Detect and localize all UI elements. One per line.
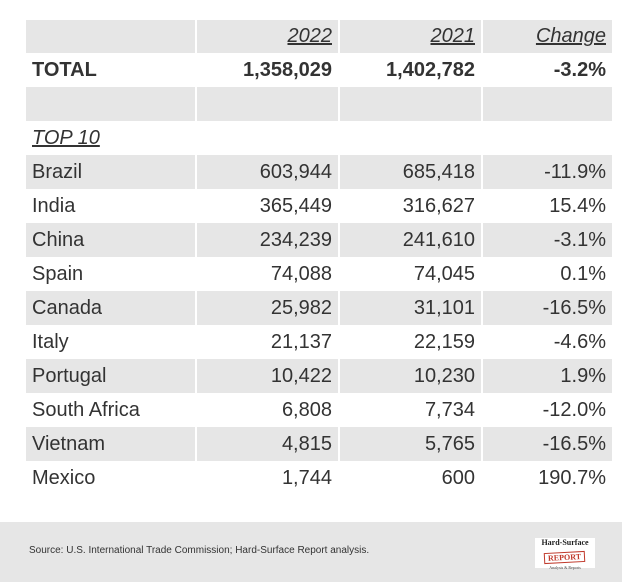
- value-2022-cell: 234,239: [197, 223, 340, 257]
- value-2022-cell: 603,944: [197, 155, 340, 189]
- value-2021-cell: 316,627: [340, 189, 483, 223]
- table-row: India 365,449 316,627 15.4%: [26, 189, 612, 223]
- change-cell: -11.9%: [483, 155, 612, 189]
- logo-line3: Analysis & Reports: [549, 565, 581, 570]
- value-2021-cell: 22,159: [340, 325, 483, 359]
- logo-line2: REPORT: [544, 550, 586, 565]
- country-cell: Vietnam: [26, 427, 197, 461]
- change-cell: 1.9%: [483, 359, 612, 393]
- value-2022-cell: 25,982: [197, 291, 340, 325]
- country-cell: China: [26, 223, 197, 257]
- change-cell: -12.0%: [542, 398, 606, 421]
- spacer-cell: [483, 87, 612, 121]
- spacer-cell: [26, 87, 197, 121]
- spacer-cell: [340, 87, 483, 121]
- value-2021-cell: 74,045: [340, 257, 483, 291]
- hard-surface-report-logo: Hard-Surface REPORT Analysis & Reports: [535, 538, 595, 570]
- table-row: Brazil 603,944 685,418 -11.9%: [26, 155, 612, 189]
- country-cell: Italy: [26, 325, 197, 359]
- value-2021-cell: 10,230: [340, 359, 483, 393]
- change-cell: 15.4%: [549, 194, 606, 217]
- country-cell: Canada: [26, 291, 197, 325]
- value-2022-cell: 10,422: [197, 359, 340, 393]
- change-cell: -3.1%: [483, 223, 612, 257]
- value-2022-cell: 74,088: [197, 257, 340, 291]
- header-row: 2022 2021 Change: [26, 20, 612, 53]
- table-row: China 234,239 241,610 -3.1%: [26, 223, 612, 257]
- change-cell: -16.5%: [483, 427, 612, 461]
- value-2021-cell: 685,418: [340, 155, 483, 189]
- country-cell: India: [26, 189, 197, 223]
- table-row: Vietnam 4,815 5,765 -16.5%: [26, 427, 612, 461]
- value-2021-cell: 5,765: [340, 427, 483, 461]
- footer: Source: U.S. International Trade Commiss…: [0, 522, 622, 582]
- value-2022-cell: 4,815: [197, 427, 340, 461]
- table-row: Italy 21,137 22,159 -4.6%: [26, 325, 612, 359]
- country-cell: Mexico: [26, 461, 197, 495]
- total-2021: 1,402,782: [340, 53, 483, 87]
- table-row: Portugal 10,422 10,230 1.9%: [26, 359, 612, 393]
- empty-cell: [197, 121, 340, 155]
- country-cell: South Africa: [26, 393, 197, 427]
- value-2022-cell: 1,744: [197, 461, 340, 495]
- section-label: TOP 10: [26, 121, 197, 155]
- data-table: 2022 2021 Change TOTAL 1,358,029 1,402,7…: [26, 20, 612, 495]
- spacer-row: [26, 87, 612, 121]
- change-cell: -16.5%: [483, 291, 612, 325]
- table-row: Spain 74,088 74,045 0.1%: [26, 257, 612, 291]
- value-2022-cell: 6,808: [197, 393, 340, 427]
- total-row: TOTAL 1,358,029 1,402,782 -3.2%: [26, 53, 612, 87]
- header-2021: 2021: [340, 20, 483, 53]
- logo-line1: Hard-Surface: [541, 538, 589, 547]
- table-row: Mexico 1,744 600 190.7%: [26, 461, 612, 495]
- value-2021-cell: 7,734: [340, 393, 483, 427]
- table-row: Canada 25,982 31,101 -16.5%: [26, 291, 612, 325]
- value-2021-cell: 31,101: [340, 291, 483, 325]
- value-2022-cell: 21,137: [197, 325, 340, 359]
- header-change: Change: [483, 20, 612, 53]
- total-change: -3.2%: [553, 58, 606, 81]
- value-2021-cell: 241,610: [340, 223, 483, 257]
- total-label: TOTAL: [26, 53, 197, 87]
- source-note: Source: U.S. International Trade Commiss…: [29, 545, 370, 556]
- change-cell: 0.1%: [560, 262, 606, 285]
- empty-cell: [483, 121, 612, 155]
- table-row: South Africa 6,808 7,734 -12.0%: [26, 393, 612, 427]
- country-cell: Portugal: [26, 359, 197, 393]
- total-2022: 1,358,029: [197, 53, 340, 87]
- spacer-cell: [197, 87, 340, 121]
- header-2022: 2022: [197, 20, 340, 53]
- empty-cell: [340, 121, 483, 155]
- country-cell: Spain: [26, 257, 197, 291]
- value-2022-cell: 365,449: [197, 189, 340, 223]
- value-2021-cell: 600: [340, 461, 483, 495]
- country-cell: Brazil: [26, 155, 197, 189]
- section-row: TOP 10: [26, 121, 612, 155]
- change-cell: -4.6%: [553, 330, 606, 353]
- change-cell: 190.7%: [538, 466, 606, 489]
- header-label: [26, 20, 197, 53]
